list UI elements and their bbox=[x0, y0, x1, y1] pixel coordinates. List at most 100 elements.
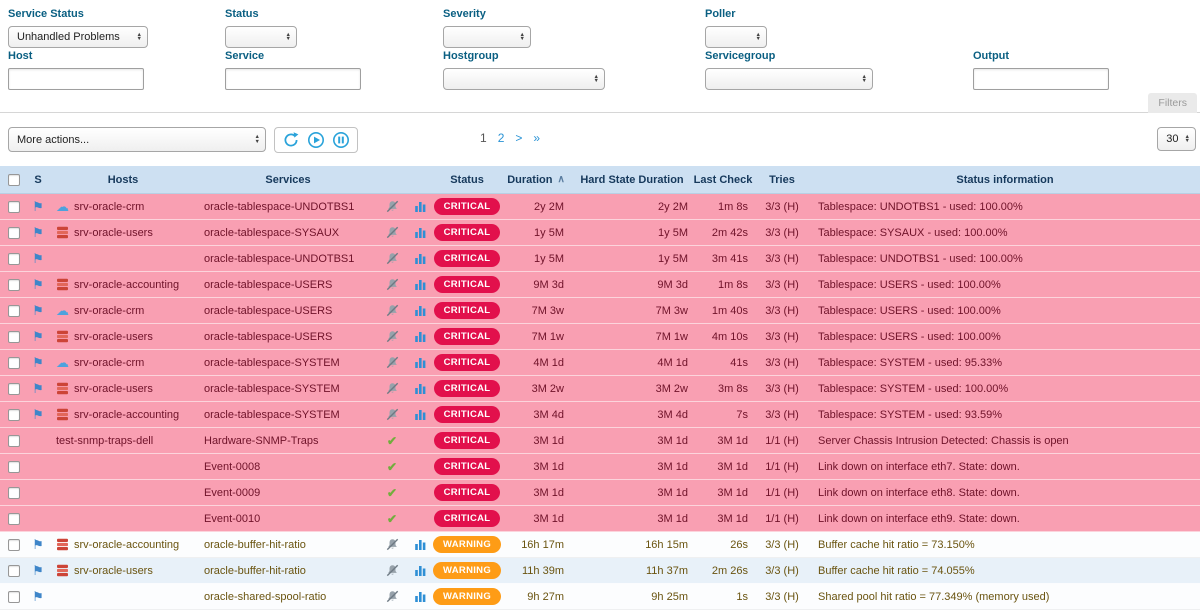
servicegroup-select[interactable] bbox=[705, 68, 873, 90]
host-name[interactable]: srv-oracle-users bbox=[74, 226, 153, 239]
service-name[interactable]: oracle-tablespace-SYSTEM bbox=[204, 408, 340, 421]
service-status-select[interactable]: Unhandled Problems bbox=[8, 26, 148, 48]
col-duration[interactable]: Duration bbox=[500, 166, 572, 193]
chart-icon[interactable] bbox=[414, 382, 427, 395]
host-name[interactable]: srv-oracle-accounting bbox=[74, 538, 180, 551]
mute-icon[interactable] bbox=[386, 356, 399, 369]
col-status-information[interactable]: Status information bbox=[956, 173, 1054, 186]
output-input[interactable] bbox=[973, 68, 1109, 90]
row-checkbox[interactable] bbox=[8, 434, 20, 447]
col-s[interactable]: S bbox=[34, 173, 42, 186]
service-name[interactable]: oracle-shared-spool-ratio bbox=[204, 590, 327, 603]
host-name[interactable]: srv-oracle-accounting bbox=[74, 408, 180, 421]
mute-icon[interactable] bbox=[386, 252, 399, 265]
service-name[interactable]: oracle-tablespace-SYSTEM bbox=[204, 382, 340, 395]
host-input[interactable] bbox=[8, 68, 144, 90]
select-all-checkbox[interactable] bbox=[8, 173, 20, 186]
col-services[interactable]: Services bbox=[265, 173, 311, 186]
mute-icon[interactable] bbox=[386, 200, 399, 213]
host-name[interactable]: srv-oracle-users bbox=[74, 382, 153, 395]
col-last-check[interactable]: Last Check bbox=[693, 173, 753, 186]
flag-icon[interactable] bbox=[32, 564, 44, 577]
service-name[interactable]: oracle-tablespace-UNDOTBS1 bbox=[204, 200, 355, 213]
service-name[interactable]: oracle-buffer-hit-ratio bbox=[204, 564, 306, 577]
row-checkbox[interactable] bbox=[8, 200, 20, 213]
service-name[interactable]: oracle-tablespace-USERS bbox=[204, 330, 333, 343]
col-hosts[interactable]: Hosts bbox=[107, 173, 139, 186]
chart-icon[interactable] bbox=[414, 252, 427, 265]
poller-select[interactable] bbox=[705, 26, 767, 48]
chart-icon[interactable] bbox=[414, 278, 427, 291]
service-name[interactable]: oracle-tablespace-USERS bbox=[204, 304, 333, 317]
host-name[interactable]: srv-oracle-crm bbox=[74, 200, 145, 213]
row-checkbox[interactable] bbox=[8, 226, 20, 239]
mute-icon[interactable] bbox=[386, 382, 399, 395]
mute-icon[interactable] bbox=[386, 278, 399, 291]
mute-icon[interactable] bbox=[386, 226, 399, 239]
row-checkbox[interactable] bbox=[8, 278, 20, 291]
row-checkbox[interactable] bbox=[8, 330, 20, 343]
service-name[interactable]: Event-0008 bbox=[204, 460, 261, 473]
flag-icon[interactable] bbox=[32, 330, 44, 343]
host-name[interactable]: srv-oracle-accounting bbox=[74, 278, 180, 291]
pause-icon[interactable] bbox=[332, 131, 350, 149]
chart-icon[interactable] bbox=[414, 538, 427, 551]
service-name[interactable]: Hardware-SNMP-Traps bbox=[204, 434, 319, 447]
chart-icon[interactable] bbox=[414, 200, 427, 213]
service-name[interactable]: oracle-tablespace-UNDOTBS1 bbox=[204, 252, 355, 265]
service-name[interactable]: Event-0010 bbox=[204, 512, 261, 525]
flag-icon[interactable] bbox=[32, 226, 44, 239]
filters-tab[interactable]: Filters bbox=[1148, 93, 1197, 113]
mute-icon[interactable] bbox=[386, 408, 399, 421]
flag-icon[interactable] bbox=[32, 356, 44, 369]
chart-icon[interactable] bbox=[414, 304, 427, 317]
flag-icon[interactable] bbox=[32, 278, 44, 291]
chart-icon[interactable] bbox=[414, 226, 427, 239]
hostgroup-select[interactable] bbox=[443, 68, 605, 90]
mute-icon[interactable] bbox=[386, 330, 399, 343]
service-name[interactable]: oracle-buffer-hit-ratio bbox=[204, 538, 306, 551]
mute-icon[interactable] bbox=[386, 304, 399, 317]
row-checkbox[interactable] bbox=[8, 512, 20, 525]
chart-icon[interactable] bbox=[414, 590, 427, 603]
severity-select[interactable] bbox=[443, 26, 531, 48]
flag-icon[interactable] bbox=[32, 538, 44, 551]
flag-icon[interactable] bbox=[32, 408, 44, 421]
flag-icon[interactable] bbox=[32, 200, 44, 213]
status-select[interactable] bbox=[225, 26, 297, 48]
row-checkbox[interactable] bbox=[8, 538, 20, 551]
service-name[interactable]: oracle-tablespace-USERS bbox=[204, 278, 333, 291]
mute-icon[interactable] bbox=[386, 590, 399, 603]
service-name[interactable]: oracle-tablespace-SYSAUX bbox=[204, 226, 340, 239]
row-checkbox[interactable] bbox=[8, 408, 20, 421]
row-checkbox[interactable] bbox=[8, 590, 20, 603]
host-name[interactable]: test-snmp-traps-dell bbox=[56, 434, 154, 447]
flag-icon[interactable] bbox=[32, 304, 44, 317]
row-checkbox[interactable] bbox=[8, 304, 20, 317]
next-page-icon[interactable]: > bbox=[515, 131, 523, 145]
service-name[interactable]: Event-0009 bbox=[204, 486, 261, 499]
host-name[interactable]: srv-oracle-users bbox=[74, 564, 153, 577]
row-checkbox[interactable] bbox=[8, 564, 20, 577]
row-checkbox[interactable] bbox=[8, 382, 20, 395]
chart-icon[interactable] bbox=[414, 330, 427, 343]
page-2[interactable]: 2 bbox=[497, 131, 505, 145]
flag-icon[interactable] bbox=[32, 590, 44, 603]
row-checkbox[interactable] bbox=[8, 252, 20, 265]
chart-icon[interactable] bbox=[414, 564, 427, 577]
host-name[interactable]: srv-oracle-crm bbox=[74, 356, 145, 369]
service-name[interactable]: oracle-tablespace-SYSTEM bbox=[204, 356, 340, 369]
service-input[interactable] bbox=[225, 68, 361, 90]
mute-icon[interactable] bbox=[386, 564, 399, 577]
col-hard-state-duration[interactable]: Hard State Duration bbox=[580, 173, 684, 186]
page-size-select[interactable]: 30 bbox=[1157, 127, 1196, 151]
page-1[interactable]: 1 bbox=[480, 131, 487, 145]
host-name[interactable]: srv-oracle-users bbox=[74, 330, 153, 343]
play-icon[interactable] bbox=[307, 131, 325, 149]
row-checkbox[interactable] bbox=[8, 460, 20, 473]
row-checkbox[interactable] bbox=[8, 356, 20, 369]
last-page-icon[interactable]: » bbox=[533, 131, 541, 145]
refresh-icon[interactable] bbox=[282, 131, 300, 149]
chart-icon[interactable] bbox=[414, 356, 427, 369]
host-name[interactable]: srv-oracle-crm bbox=[74, 304, 145, 317]
